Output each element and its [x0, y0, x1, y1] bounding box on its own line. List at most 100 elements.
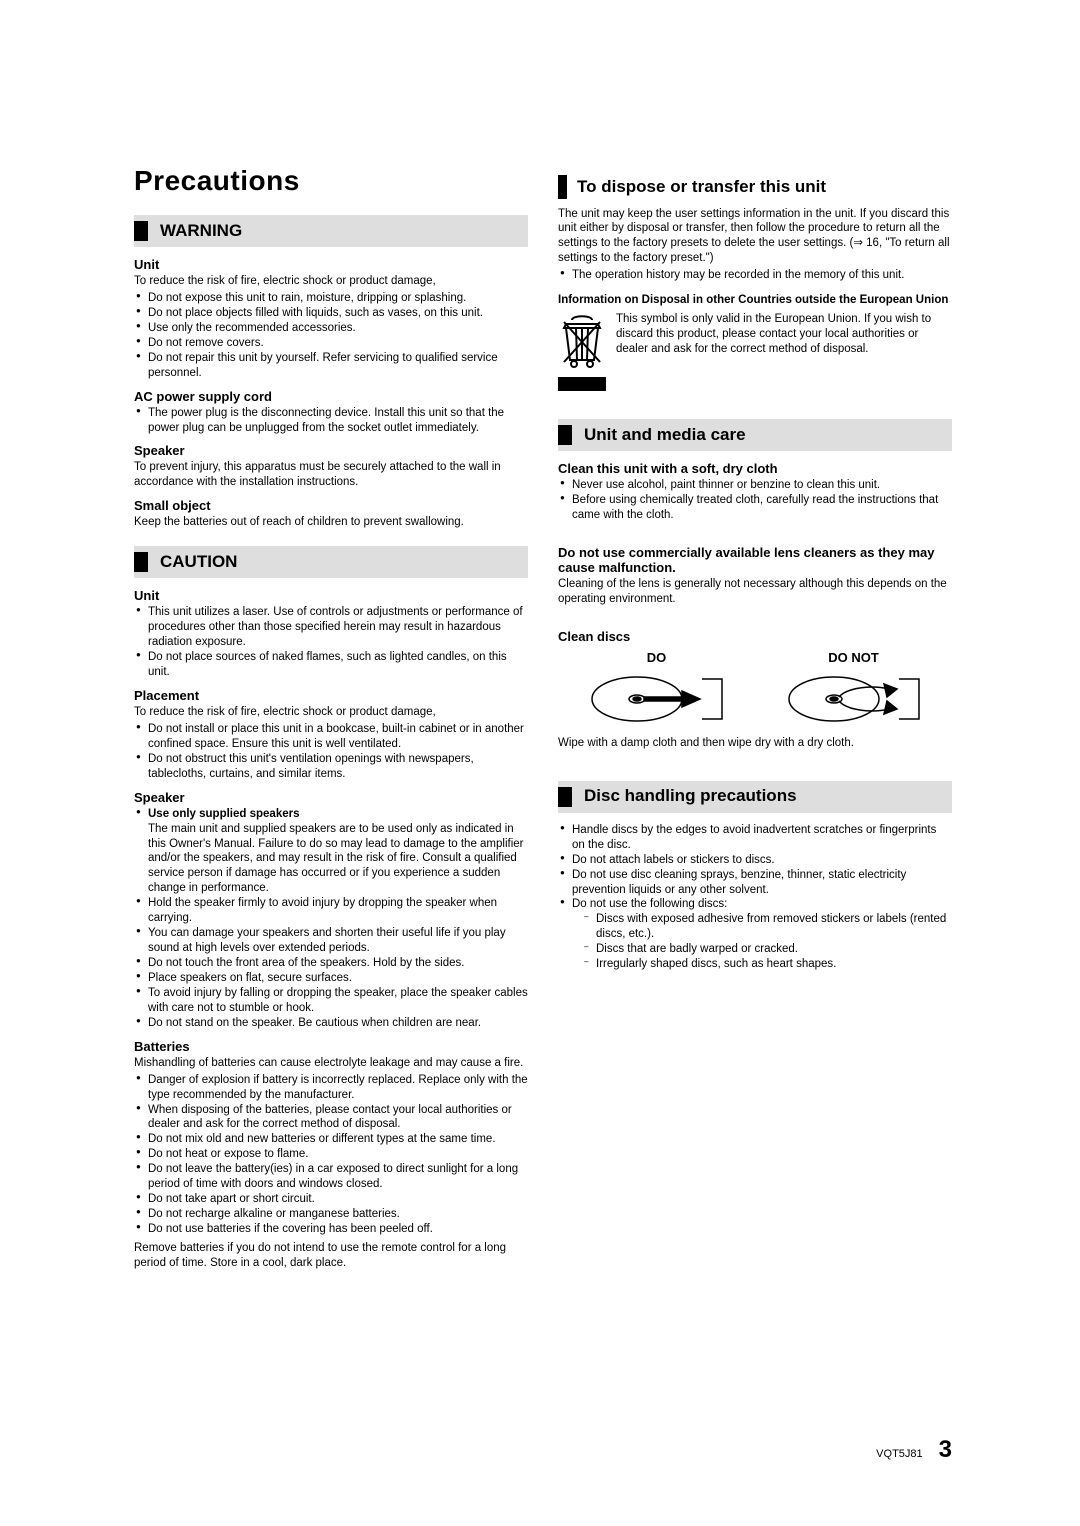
dispose-info-text: This symbol is only valid in the Europea… [616, 312, 952, 371]
list-item: Do not remove covers. [134, 336, 528, 351]
page-title: Precautions [134, 165, 528, 197]
list-item: Use only supplied speakers The main unit… [134, 807, 528, 897]
list-item: Danger of explosion if battery is incorr… [134, 1073, 528, 1103]
header-bar [558, 787, 572, 807]
caution-header: CAUTION [134, 546, 528, 578]
weee-bin-icon [558, 312, 606, 371]
warning-small-intro: Keep the batteries out of reach of child… [134, 515, 528, 530]
list-item: The power plug is the disconnecting devi… [134, 406, 528, 436]
list-item: Do not heat or expose to flame. [134, 1147, 528, 1162]
left-column: Precautions WARNING Unit To reduce the r… [134, 165, 528, 1273]
warning-speaker-heading: Speaker [134, 443, 528, 458]
list-item: Do not use disc cleaning sprays, benzine… [558, 868, 952, 898]
list-item: Do not mix old and new batteries or diff… [134, 1132, 528, 1147]
caution-batteries-outro: Remove batteries if you do not intend to… [134, 1241, 528, 1271]
dispose-list: The operation history may be recorded in… [558, 268, 952, 283]
header-bar [134, 552, 148, 572]
caution-batteries-intro: Mishandling of batteries can cause elect… [134, 1056, 528, 1071]
handling-list: Handle discs by the edges to avoid inadv… [558, 823, 952, 972]
list-item: To avoid injury by falling or dropping t… [134, 986, 528, 1016]
list-item: Do not stand on the speaker. Be cautious… [134, 1016, 528, 1031]
list-item: Use only the recommended accessories. [134, 321, 528, 336]
disc-do-icon [582, 669, 732, 729]
list-item: Handle discs by the edges to avoid inadv… [558, 823, 952, 853]
care-lens-heading: Do not use commercially available lens c… [558, 545, 952, 575]
list-item: You can damage your speakers and shorten… [134, 926, 528, 956]
list-item: Do not leave the battery(ies) in a car e… [134, 1162, 528, 1192]
dispose-title: To dispose or transfer this unit [577, 175, 826, 199]
list-item: Do not install or place this unit in a b… [134, 722, 528, 752]
disposal-symbol-box: This symbol is only valid in the Europea… [558, 312, 952, 371]
header-bar [558, 425, 572, 445]
caution-batteries-heading: Batteries [134, 1039, 528, 1054]
list-item: Do not obstruct this unit's ventilation … [134, 752, 528, 782]
list-item: Do not repair this unit by yourself. Ref… [134, 351, 528, 381]
care-discs-heading: Clean discs [558, 629, 952, 644]
list-item: Never use alcohol, paint thinner or benz… [558, 478, 952, 493]
speaker-lead-bold: Use only supplied speakers [148, 808, 299, 820]
care-header: Unit and media care [558, 419, 952, 451]
list-item: The operation history may be recorded in… [558, 268, 952, 283]
list-item: Do not use the following discs: Discs wi… [558, 897, 952, 972]
donot-column: DO NOT [755, 650, 952, 732]
header-bar [134, 221, 148, 241]
list-item: Discs with exposed adhesive from removed… [584, 912, 952, 942]
header-bar [558, 175, 567, 199]
handling-title: Disc handling precautions [584, 787, 797, 806]
handling-sublist: Discs with exposed adhesive from removed… [572, 912, 952, 972]
list-item: Do not attach labels or stickers to disc… [558, 853, 952, 868]
list-item: Do not use batteries if the covering has… [134, 1222, 528, 1237]
list-item: When disposing of the batteries, please … [134, 1103, 528, 1133]
black-bar-icon [558, 377, 606, 391]
footer-page-number: 3 [939, 1436, 952, 1464]
list-item: Do not recharge alkaline or manganese ba… [134, 1207, 528, 1222]
dispose-info-heading: Information on Disposal in other Countri… [558, 293, 952, 308]
dispose-header: To dispose or transfer this unit [558, 175, 952, 199]
warning-unit-intro: To reduce the risk of fire, electric sho… [134, 274, 528, 289]
warning-ac-heading: AC power supply cord [134, 389, 528, 404]
warning-title: WARNING [160, 222, 242, 241]
disc-donot-icon [779, 669, 929, 729]
dispose-para: The unit may keep the user settings info… [558, 207, 952, 267]
list-item: Discs that are badly warped or cracked. [584, 942, 952, 957]
list-item: Hold the speaker firmly to avoid injury … [134, 896, 528, 926]
caution-placement-intro: To reduce the risk of fire, electric sho… [134, 705, 528, 720]
clean-discs-row: DO DO NOT [558, 650, 952, 732]
caution-speaker-list: Use only supplied speakers The main unit… [134, 807, 528, 1031]
warning-unit-list: Do not expose this unit to rain, moistur… [134, 291, 528, 381]
warning-speaker-intro: To prevent injury, this apparatus must b… [134, 460, 528, 490]
care-clean-heading: Clean this unit with a soft, dry cloth [558, 461, 952, 476]
caution-title: CAUTION [160, 553, 237, 572]
donot-label: DO NOT [755, 650, 952, 665]
list-item: Do not touch the front area of the speak… [134, 956, 528, 971]
warning-ac-list: The power plug is the disconnecting devi… [134, 406, 528, 436]
care-title: Unit and media care [584, 426, 746, 445]
discs-caption: Wipe with a damp cloth and then wipe dry… [558, 736, 952, 751]
list-item: Do not place sources of naked flames, su… [134, 650, 528, 680]
caution-placement-heading: Placement [134, 688, 528, 703]
warning-header: WARNING [134, 215, 528, 247]
speaker-lead-text: The main unit and supplied speakers are … [148, 823, 524, 895]
caution-placement-list: Do not install or place this unit in a b… [134, 722, 528, 782]
handling-item-4: Do not use the following discs: [572, 898, 727, 910]
care-clean-list: Never use alcohol, paint thinner or benz… [558, 478, 952, 523]
list-item: Irregularly shaped discs, such as heart … [584, 957, 952, 972]
list-item: Before using chemically treated cloth, c… [558, 493, 952, 523]
care-lens-text: Cleaning of the lens is generally not ne… [558, 577, 952, 607]
footer-code: VQT5J81 [876, 1448, 922, 1460]
warning-small-heading: Small object [134, 498, 528, 513]
list-item: Do not expose this unit to rain, moistur… [134, 291, 528, 306]
caution-unit-list: This unit utilizes a laser. Use of contr… [134, 605, 528, 680]
list-item: Do not place objects filled with liquids… [134, 306, 528, 321]
list-item: Place speakers on flat, secure surfaces. [134, 971, 528, 986]
warning-unit-heading: Unit [134, 257, 528, 272]
handling-header: Disc handling precautions [558, 781, 952, 813]
caution-batteries-list: Danger of explosion if battery is incorr… [134, 1073, 528, 1237]
page-footer: VQT5J81 3 [876, 1436, 952, 1464]
caution-unit-heading: Unit [134, 588, 528, 603]
caution-speaker-heading: Speaker [134, 790, 528, 805]
list-item: Do not take apart or short circuit. [134, 1192, 528, 1207]
right-column: To dispose or transfer this unit The uni… [558, 165, 952, 1273]
do-column: DO [558, 650, 755, 732]
do-label: DO [558, 650, 755, 665]
